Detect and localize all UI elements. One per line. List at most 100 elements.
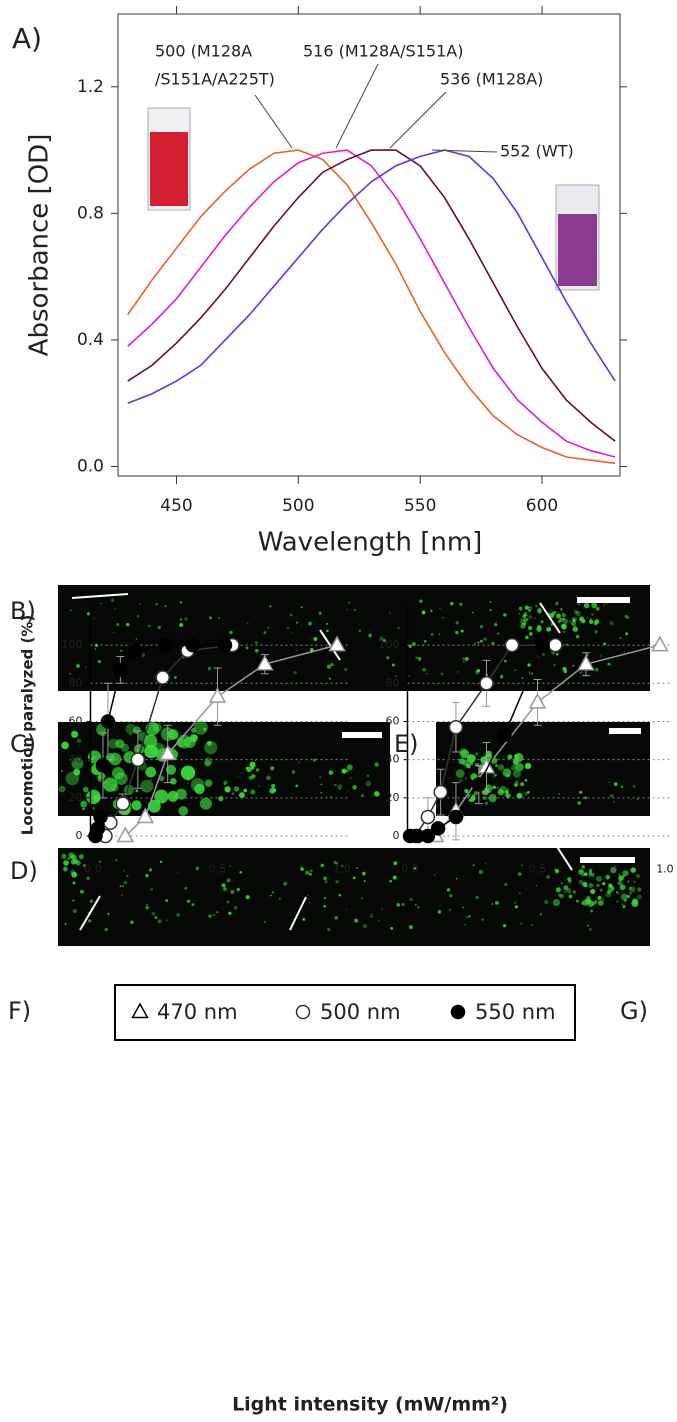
spot	[231, 792, 235, 796]
spot	[397, 626, 400, 630]
spot	[514, 781, 519, 787]
spot	[227, 790, 230, 793]
spot	[517, 872, 522, 877]
spot	[591, 602, 598, 609]
spot	[123, 870, 126, 872]
panel-label: B)	[10, 597, 36, 625]
spot	[240, 772, 243, 774]
spot	[465, 915, 469, 919]
series-line	[127, 149, 616, 442]
x-axis-label: Light intensity (mW/mm²)	[232, 1394, 508, 1416]
spot	[584, 884, 588, 888]
arrows	[71, 593, 573, 931]
spot	[283, 881, 288, 886]
x-axis-label: Wavelength [nm]	[258, 528, 483, 558]
arrow	[553, 841, 573, 871]
spot	[507, 788, 510, 790]
spot	[582, 899, 589, 906]
spot	[633, 880, 636, 883]
annotation: 552 (WT)	[500, 142, 574, 161]
spot	[365, 780, 372, 787]
spot	[135, 789, 139, 793]
spot	[226, 878, 231, 883]
spot	[307, 894, 310, 896]
spot	[308, 621, 312, 626]
spot	[334, 916, 339, 920]
spot	[514, 901, 517, 904]
spot	[157, 919, 162, 924]
spot	[94, 648, 97, 650]
spot	[492, 785, 496, 789]
spot	[111, 598, 115, 602]
spot	[474, 642, 477, 645]
spot	[386, 656, 390, 660]
spot	[629, 892, 632, 895]
spot	[568, 894, 573, 899]
spot	[464, 777, 467, 780]
x-tick-label: 0.5	[209, 863, 227, 876]
micrograph	[436, 722, 650, 816]
spot	[368, 633, 372, 638]
spot	[464, 923, 467, 926]
spot	[361, 897, 364, 900]
spot	[588, 875, 591, 878]
spot	[588, 868, 593, 873]
chart: F) 0 20 40 60 80 100 0.0 0.5 1.0 Light intensity (…	[8, 605, 556, 1416]
spot	[538, 607, 542, 611]
spot	[298, 761, 300, 763]
annotation-pointer	[431, 149, 498, 153]
spot	[179, 618, 183, 621]
spot	[61, 741, 69, 750]
spot	[191, 903, 195, 907]
spot	[184, 886, 188, 890]
spot	[233, 906, 238, 910]
spot	[121, 894, 123, 896]
spot	[475, 895, 479, 899]
spot	[512, 769, 521, 778]
spot	[523, 612, 528, 616]
spot	[489, 609, 492, 612]
spot	[524, 779, 528, 782]
spot	[527, 625, 533, 631]
spot	[346, 609, 348, 611]
spot	[459, 602, 463, 606]
spot	[417, 657, 422, 661]
spot	[389, 879, 392, 883]
spot	[497, 788, 504, 796]
spot	[123, 880, 128, 885]
spot	[136, 615, 140, 618]
spot	[328, 677, 332, 681]
spot	[246, 766, 252, 773]
spot	[147, 799, 161, 813]
spot	[535, 604, 538, 607]
spot	[157, 625, 161, 630]
annotation-pointer	[335, 63, 379, 149]
spot	[495, 621, 497, 623]
spot	[239, 871, 243, 874]
spot	[165, 899, 169, 903]
cuvette-red	[147, 107, 191, 211]
y-tick-label: 0	[393, 829, 400, 842]
marker	[420, 809, 436, 825]
x-tick-label: 0.5	[529, 863, 547, 876]
spot	[569, 892, 571, 894]
spot	[224, 786, 231, 793]
spot	[130, 920, 134, 925]
spot	[526, 618, 529, 621]
spot	[525, 635, 529, 640]
spot	[300, 867, 304, 871]
spot	[610, 793, 614, 798]
spot	[472, 611, 474, 614]
spot	[588, 619, 594, 624]
spot	[596, 884, 599, 886]
spot	[86, 876, 90, 880]
spot	[603, 604, 605, 607]
marker	[448, 809, 464, 825]
spot	[328, 770, 334, 775]
spot	[100, 602, 102, 605]
spot	[392, 875, 397, 880]
micrograph	[58, 722, 390, 816]
spot	[620, 893, 628, 901]
spot	[63, 854, 66, 857]
spot	[223, 887, 227, 891]
